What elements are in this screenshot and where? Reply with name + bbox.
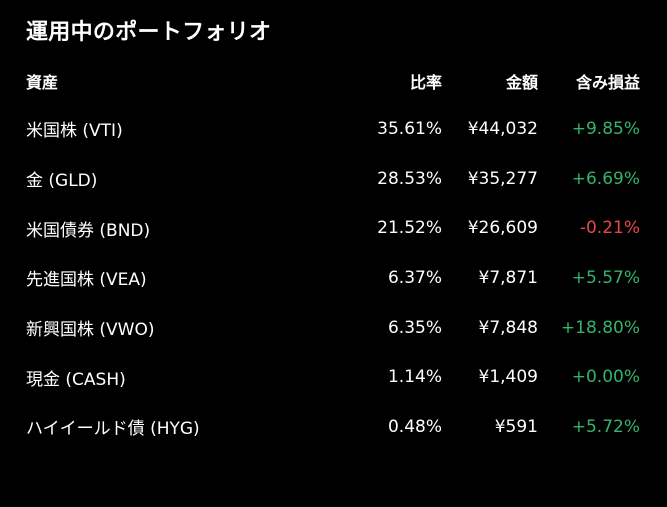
header-ratio: 比率: [409, 73, 442, 92]
asset-ratio: 28.53%: [377, 168, 442, 189]
asset-gain: +0.00%: [571, 367, 640, 388]
asset-amount: ¥35,277: [467, 168, 538, 189]
asset-name: 米国債券 (BND): [26, 220, 151, 241]
asset-ratio: 6.37%: [387, 267, 442, 288]
asset-ratio: 35.61%: [377, 118, 442, 139]
portfolio-table: 資産 比率 金額 含み損益 米国株 (VTI) 35.61% ¥44,032 +…: [26, 58, 640, 452]
table-row[interactable]: 米国株 (VTI) 35.61% ¥44,032 +9.85%: [26, 104, 640, 154]
asset-ratio: 1.14%: [387, 367, 442, 388]
asset-name: 現金 (CASH): [26, 369, 126, 390]
table-row[interactable]: 先進国株 (VEA) 6.37% ¥7,871 +5.57%: [26, 253, 640, 303]
asset-amount: ¥44,032: [467, 118, 538, 139]
asset-gain: +5.57%: [571, 267, 640, 288]
table-row[interactable]: ハイイールド債 (HYG) 0.48% ¥591 +5.72%: [26, 402, 640, 452]
asset-name: ハイイールド債 (HYG): [26, 419, 200, 440]
table-row[interactable]: 新興国株 (VWO) 6.35% ¥7,848 +18.80%: [26, 303, 640, 353]
header-amount: 金額: [505, 73, 538, 92]
header-asset: 資産: [26, 73, 59, 92]
asset-amount: ¥26,609: [467, 218, 538, 239]
asset-name: 米国株 (VTI): [26, 121, 123, 142]
table-row[interactable]: 現金 (CASH) 1.14% ¥1,409 +0.00%: [26, 352, 640, 402]
asset-name: 新興国株 (VWO): [26, 320, 155, 341]
table-header-row: 資産 比率 金額 含み損益: [26, 58, 640, 104]
asset-amount: ¥7,848: [478, 317, 538, 338]
asset-amount: ¥1,409: [478, 367, 538, 388]
asset-name: 先進国株 (VEA): [26, 270, 147, 291]
asset-gain: +6.69%: [571, 168, 640, 189]
asset-ratio: 21.52%: [377, 218, 442, 239]
asset-ratio: 0.48%: [387, 416, 442, 437]
asset-ratio: 6.35%: [387, 317, 442, 338]
header-gain: 含み損益: [575, 73, 640, 92]
page-title: 運用中のポートフォリオ: [26, 20, 272, 45]
table-row[interactable]: 米国債券 (BND) 21.52% ¥26,609 -0.21%: [26, 203, 640, 253]
asset-gain: +5.72%: [571, 416, 640, 437]
asset-gain: +9.85%: [571, 118, 640, 139]
asset-amount: ¥7,871: [478, 267, 538, 288]
asset-amount: ¥591: [494, 416, 538, 437]
table-row[interactable]: 金 (GLD) 28.53% ¥35,277 +6.69%: [26, 154, 640, 204]
asset-name: 金 (GLD): [26, 171, 98, 192]
asset-gain: +18.80%: [560, 317, 640, 338]
asset-gain: -0.21%: [579, 218, 640, 239]
